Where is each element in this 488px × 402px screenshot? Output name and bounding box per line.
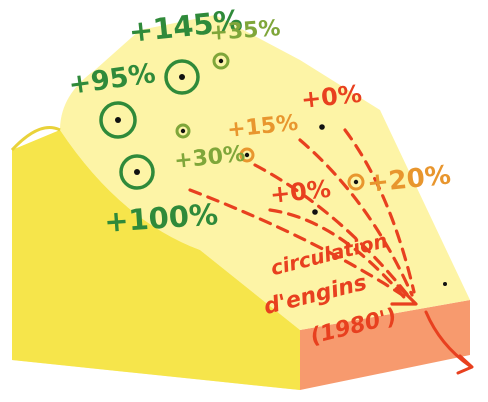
marker-dot-0-mid [312,209,318,215]
ridge-edge [10,126,61,152]
label-plus-0-top: +0% [300,80,363,114]
arrow-path [298,138,414,297]
label-plus-0-mid: +0% [269,175,332,209]
label-plus-100: +100% [103,197,219,239]
marker-dot-0-top [319,124,325,130]
label-plus-35: +35% [209,16,282,46]
circulation-arrows [188,128,416,304]
marker-dot-lower [443,282,447,286]
arrow-path [343,128,416,294]
marker-large-145 [164,59,200,95]
marker-orange-15 [239,147,255,163]
arrow-path [268,208,410,304]
arrow-path [253,163,412,300]
marker-orange-20 [347,173,365,191]
arrow-path [188,188,412,302]
arrow-head [390,284,418,306]
slope-highlight [12,130,300,390]
exit-arrow-head [456,354,474,375]
marker-small-35 [212,52,230,70]
marker-large-95 [99,101,137,139]
marker-large-100 [119,154,155,190]
marker-small-30 [175,123,191,139]
